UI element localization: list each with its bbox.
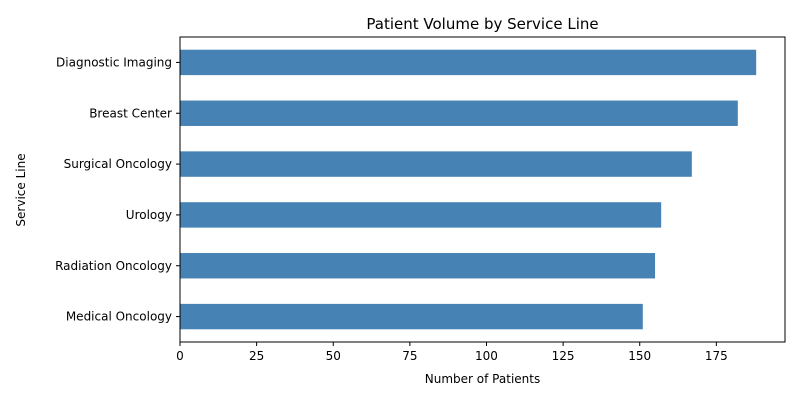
bar-diagnostic-imaging: [180, 49, 757, 76]
bar-radiation-oncology: [180, 253, 656, 279]
y-tick-label: Radiation Oncology: [55, 259, 172, 273]
bar-surgical-oncology: [180, 151, 692, 177]
y-tick-label: Breast Center: [89, 106, 172, 120]
y-axis-label: Service Line: [14, 153, 28, 226]
bar-medical-oncology: [180, 303, 643, 330]
x-tick-label: 125: [552, 349, 575, 363]
bar-urology: [180, 202, 662, 228]
bar-breast-center: [180, 100, 738, 126]
y-tick-label: Urology: [126, 208, 172, 222]
x-tick-label: 0: [176, 349, 184, 363]
y-tick-label: Surgical Oncology: [64, 157, 172, 171]
x-tick-label: 100: [475, 349, 498, 363]
x-tick-label: 75: [402, 349, 417, 363]
chart-title: Patient Volume by Service Line: [366, 15, 598, 33]
y-axis-ticks: Medical Oncology Radiation Oncology Urolog…: [55, 55, 180, 324]
x-tick-label: 150: [628, 349, 651, 363]
x-axis-label: Number of Patients: [425, 372, 540, 386]
y-tick-label: Medical Oncology: [66, 310, 172, 324]
x-tick-label: 50: [326, 349, 341, 363]
y-tick-label: Diagnostic Imaging: [56, 55, 172, 69]
bars-layer: [180, 49, 757, 330]
x-axis-ticks: 0 25 50 75 100 125 150 175: [176, 342, 728, 363]
axes-frame: [179, 36, 786, 343]
x-tick-label: 25: [249, 349, 264, 363]
plot-frame: [179, 36, 786, 343]
x-tick-label: 175: [705, 349, 728, 363]
